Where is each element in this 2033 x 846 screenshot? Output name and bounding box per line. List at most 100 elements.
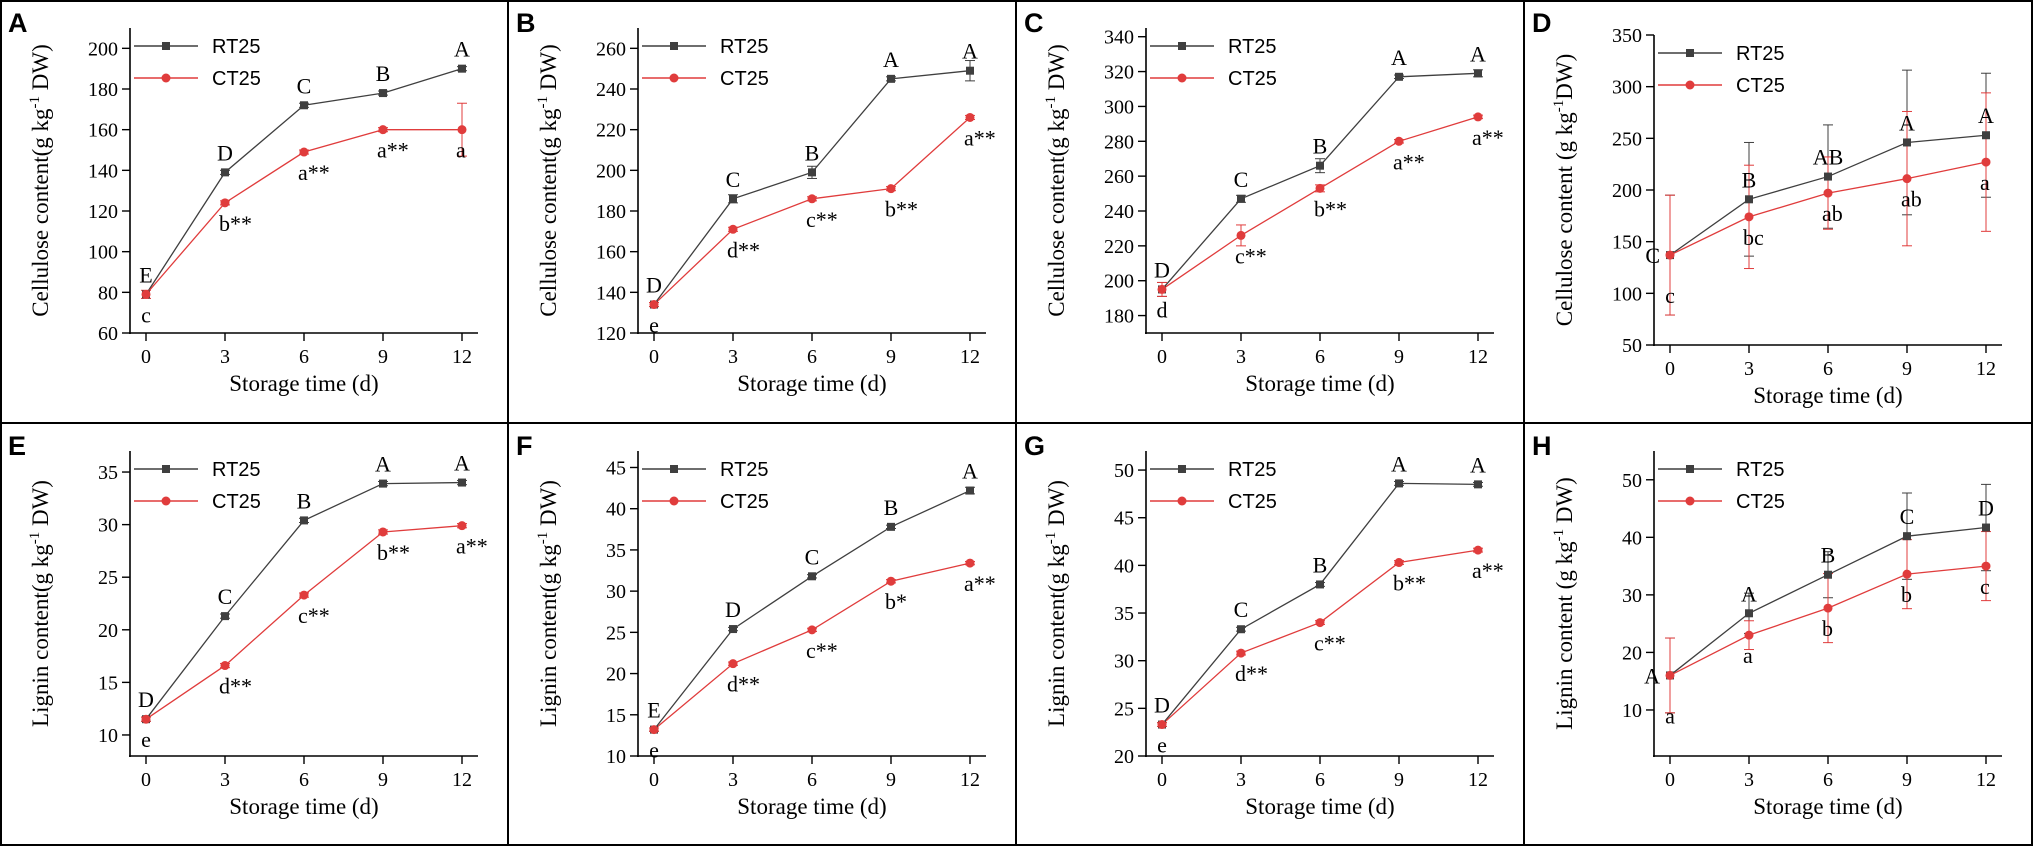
annotation-rt25: B: [805, 140, 820, 165]
data-point-rt25: [300, 516, 308, 525]
y-tick-label: 10: [98, 725, 118, 747]
x-tick-label: 12: [452, 346, 472, 368]
annotation-rt25: D: [725, 597, 741, 622]
data-point-ct25: [1823, 188, 1833, 198]
data-point-rt25: [1474, 69, 1482, 78]
annotation-rt25: A: [1391, 45, 1407, 70]
legend-marker-ct25: [669, 73, 679, 83]
legend-marker-ct25: [669, 496, 679, 506]
y-axis-title: Lignin content(g kg-1 DW): [27, 480, 53, 727]
data-point-rt25: [1824, 570, 1832, 579]
annotation-rt25: B: [884, 495, 899, 520]
annotation-ct25: a**: [964, 125, 996, 150]
legend-label-ct25: CT25: [1228, 68, 1277, 90]
y-tick-label: 250: [1612, 128, 1642, 150]
data-point-rt25: [1395, 479, 1403, 488]
data-point-rt25: [1903, 138, 1911, 147]
annotation-rt25: C: [1645, 243, 1660, 268]
data-point-rt25: [458, 64, 466, 73]
y-axis-title-superscript: -1: [535, 532, 551, 545]
legend-marker-ct25: [1177, 496, 1187, 506]
data-point-ct25: [220, 661, 230, 671]
annotation-ct25: c**: [806, 638, 838, 663]
legend-label-rt25: RT25: [212, 459, 261, 481]
x-tick-label: 9: [1394, 769, 1404, 791]
panel-a: A 60 80 100 120 140 160 180 200 0 3 6 9 12 Storage tim…: [8, 8, 478, 396]
legend-marker-rt25: [1686, 49, 1694, 57]
y-axis-title-end: DW): [1552, 477, 1577, 529]
legend-marker-rt25: [1178, 42, 1186, 50]
x-axis-title: Storage time (d): [1753, 383, 1902, 408]
data-point-ct25: [220, 198, 230, 208]
y-tick-label: 40: [1622, 527, 1642, 549]
y-tick-label: 260: [1104, 166, 1134, 188]
data-point-ct25: [807, 625, 817, 635]
y-axis-title-superscript: -1: [1551, 529, 1567, 542]
annotation-ct25: a: [456, 138, 466, 163]
legend-marker-ct25: [161, 73, 171, 83]
legend-label-ct25: CT25: [212, 68, 261, 90]
y-tick-label: 30: [1114, 651, 1134, 673]
panel-f: F 10 15 20 25 30 35 40 45 0 3 6 9 12 Storage time (d) L…: [516, 431, 996, 819]
annotation-ct25: e: [649, 738, 659, 763]
data-point-ct25: [649, 300, 659, 310]
annotation-ct25: a**: [456, 534, 488, 559]
annotation-rt25: B: [1742, 167, 1757, 192]
annotation-ct25: bc: [1743, 225, 1764, 250]
y-tick-label: 350: [1612, 25, 1642, 47]
annotation-ct25: c: [1980, 574, 1990, 599]
panel-b: B 120 140 160 180 200 220 240 260 0 3 6 9 12 Storage t…: [516, 8, 996, 396]
y-axis-title-end: DW): [536, 480, 561, 532]
x-tick-label: 9: [378, 346, 388, 368]
y-axis-title: Cellulose content(g kg-1 DW): [535, 44, 561, 316]
legend-label-ct25: CT25: [1736, 491, 1785, 513]
data-point-ct25: [457, 125, 467, 135]
annotation-rt25: E: [139, 262, 152, 287]
data-point-rt25: [1745, 195, 1753, 204]
legend-marker-rt25: [670, 465, 678, 473]
y-tick-label: 260: [596, 38, 626, 60]
annotation-ct25: a: [1743, 643, 1753, 668]
data-point-ct25: [807, 194, 817, 204]
y-tick-label: 180: [1104, 306, 1134, 328]
y-axis-title-main: Cellulose content(g kg: [1044, 108, 1069, 317]
y-tick-label: 160: [88, 120, 118, 142]
y-tick-label: 180: [596, 201, 626, 223]
annotation-ct25: c: [1665, 283, 1675, 308]
series-line-rt25: [1161, 482, 1479, 725]
annotation-rt25: B: [1313, 552, 1328, 577]
legend-label-rt25: RT25: [720, 36, 769, 58]
annotation-rt25: D: [138, 687, 154, 712]
annotation-ct25: c**: [298, 603, 330, 628]
y-tick-label: 25: [1114, 698, 1134, 720]
annotation-ct25: d**: [1235, 661, 1268, 686]
y-tick-label: 40: [1114, 555, 1134, 577]
annotation-rt25: D: [1154, 257, 1170, 282]
annotation-rt25: A: [1470, 452, 1486, 477]
annotation-ct25: ab: [1901, 187, 1922, 212]
y-axis-title-superscript: -1: [27, 532, 43, 545]
data-point-ct25: [1473, 112, 1483, 122]
y-axis-title-end: DW): [1552, 54, 1577, 100]
y-tick-label: 140: [596, 282, 626, 304]
x-tick-label: 0: [1665, 769, 1675, 791]
panel-letter: G: [1024, 431, 1045, 461]
annotation-rt25: C: [1900, 504, 1915, 529]
data-point-rt25: [1395, 72, 1403, 81]
y-tick-label: 140: [88, 160, 118, 182]
data-point-rt25: [221, 168, 229, 177]
y-tick-label: 200: [596, 160, 626, 182]
annotation-rt25: A: [883, 47, 899, 72]
data-point-ct25: [728, 659, 738, 669]
y-axis-title-main: Cellulose content(g kg: [28, 108, 53, 317]
y-tick-label: 200: [1104, 271, 1134, 293]
y-tick-label: 10: [606, 746, 626, 768]
annotation-rt25: B: [297, 488, 312, 513]
annotation-ct25: a**: [298, 160, 330, 185]
panel-d: D 50 100 150 200 250 300 350 0 3 6 9 12 Storage time …: [1532, 8, 2002, 408]
legend-label-rt25: RT25: [1228, 459, 1277, 481]
y-tick-label: 180: [88, 79, 118, 101]
data-point-rt25: [966, 486, 974, 495]
x-axis-title: Storage time (d): [229, 371, 378, 396]
annotation-rt25: D: [646, 273, 662, 298]
